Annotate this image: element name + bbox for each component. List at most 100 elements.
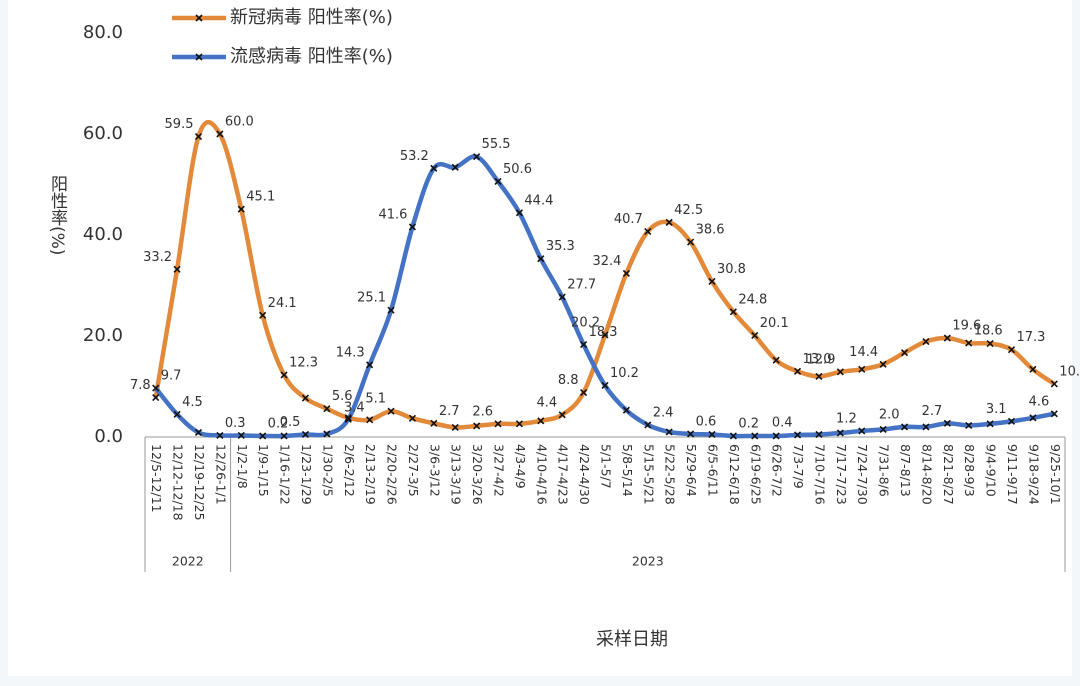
marker-cross (922, 337, 930, 346)
x-tick-label: 2/6-2/12 (342, 444, 357, 497)
x-tick-label: 6/19-6/25 (748, 444, 763, 505)
data-label: 8.8 (558, 373, 579, 388)
marker-cross (366, 416, 374, 424)
x-tick-label: 2/13-2/19 (363, 444, 378, 505)
legend-label: 流感病毒 阳性率(%) (230, 46, 393, 67)
point-marker (601, 381, 609, 390)
marker-cross (793, 367, 802, 375)
point-marker (986, 420, 994, 428)
x-tick-label: 1/23-1/29 (299, 444, 314, 505)
data-label: 32.4 (592, 254, 621, 269)
point-marker (793, 431, 802, 439)
point-marker (537, 255, 545, 263)
legend-marker (195, 14, 203, 22)
marker-cross (965, 339, 973, 347)
marker-cross (259, 432, 267, 440)
point-marker (1007, 417, 1016, 425)
point-marker (216, 431, 224, 440)
marker-cross (879, 360, 887, 368)
data-label: 18.3 (589, 325, 618, 340)
data-label: 0.6 (696, 414, 717, 429)
marker-cross (451, 423, 459, 431)
point-marker (216, 130, 224, 138)
marker-cross (1007, 417, 1016, 425)
x-tick-label: 6/5-6/11 (705, 444, 720, 497)
data-label: 12.9 (806, 352, 835, 367)
data-label: 14.3 (336, 345, 365, 360)
point-marker (323, 430, 331, 438)
marker-cross (986, 340, 994, 348)
data-label: 24.1 (268, 296, 297, 311)
marker-cross (644, 227, 652, 236)
point-marker (580, 388, 588, 397)
x-tick-label: 6/12-6/18 (727, 444, 742, 505)
data-label: 24.8 (738, 292, 767, 307)
point-marker (430, 419, 438, 427)
point-marker (815, 372, 823, 380)
x-tick-label: 4/17-4/23 (556, 444, 571, 505)
marker-cross (387, 407, 395, 415)
data-label: 0.2 (268, 416, 289, 431)
x-tick-label: 4/3-4/9 (513, 444, 528, 489)
x-tick-label: 2/27-3/5 (406, 444, 421, 497)
x-tick-label: 9/11-9/17 (1005, 444, 1020, 505)
marker-cross (473, 422, 481, 430)
point-marker (1007, 346, 1016, 354)
point-marker (301, 394, 310, 402)
data-label: 0.3 (225, 416, 246, 431)
point-marker (259, 311, 267, 319)
x-tick-label: 9/25-10/1 (1048, 444, 1063, 505)
marker-cross (858, 365, 866, 373)
point-marker (473, 422, 481, 430)
point-marker (858, 365, 866, 373)
point-marker (986, 340, 994, 348)
marker-cross (729, 432, 737, 440)
point-marker (280, 432, 288, 440)
data-label: 12.3 (289, 355, 318, 370)
y-axis-title: 阳性率(%) (47, 175, 68, 255)
point-marker (772, 432, 780, 440)
x-tick-label: 12/19-12/25 (192, 444, 207, 521)
data-label: 4.4 (537, 395, 558, 410)
point-marker (793, 367, 802, 375)
marker-cross (195, 53, 203, 61)
point-marker (965, 339, 973, 347)
data-label: 0.4 (772, 415, 793, 430)
point-marker (237, 431, 245, 440)
marker-cross (965, 421, 973, 429)
marker-cross (751, 331, 759, 340)
marker-cross (387, 306, 395, 314)
data-label: 19.6 (952, 319, 981, 334)
data-label: 55.5 (482, 137, 511, 152)
marker-cross (237, 205, 245, 213)
marker-cross (152, 394, 160, 402)
marker-cross (1007, 346, 1016, 354)
point-marker (879, 360, 887, 368)
marker-cross (943, 334, 951, 342)
data-label: 7.8 (130, 378, 151, 393)
point-marker (644, 227, 652, 236)
marker-cross (708, 277, 716, 286)
point-marker (622, 406, 630, 414)
marker-cross (473, 153, 481, 161)
marker-cross (943, 419, 951, 427)
x-tick-label: 5/22-5/28 (663, 444, 678, 505)
x-tick-label: 4/24-4/30 (577, 444, 592, 505)
marker-cross (152, 384, 160, 392)
point-marker (772, 356, 780, 364)
x-tick-label: 7/10-7/16 (812, 444, 827, 505)
point-marker (836, 368, 844, 376)
x-tick-label: 2/20-2/26 (385, 444, 400, 505)
data-label: 17.3 (1017, 330, 1046, 345)
data-label: 40.7 (614, 212, 643, 227)
data-label: 20.1 (760, 316, 789, 331)
x-tick-label: 8/14-8/20 (919, 444, 934, 505)
point-marker (558, 411, 566, 419)
point-marker (494, 420, 502, 428)
point-marker (408, 414, 417, 422)
marker-cross (173, 410, 181, 418)
data-label: 14.4 (849, 345, 878, 360)
point-marker (451, 423, 459, 431)
point-marker (708, 277, 716, 286)
